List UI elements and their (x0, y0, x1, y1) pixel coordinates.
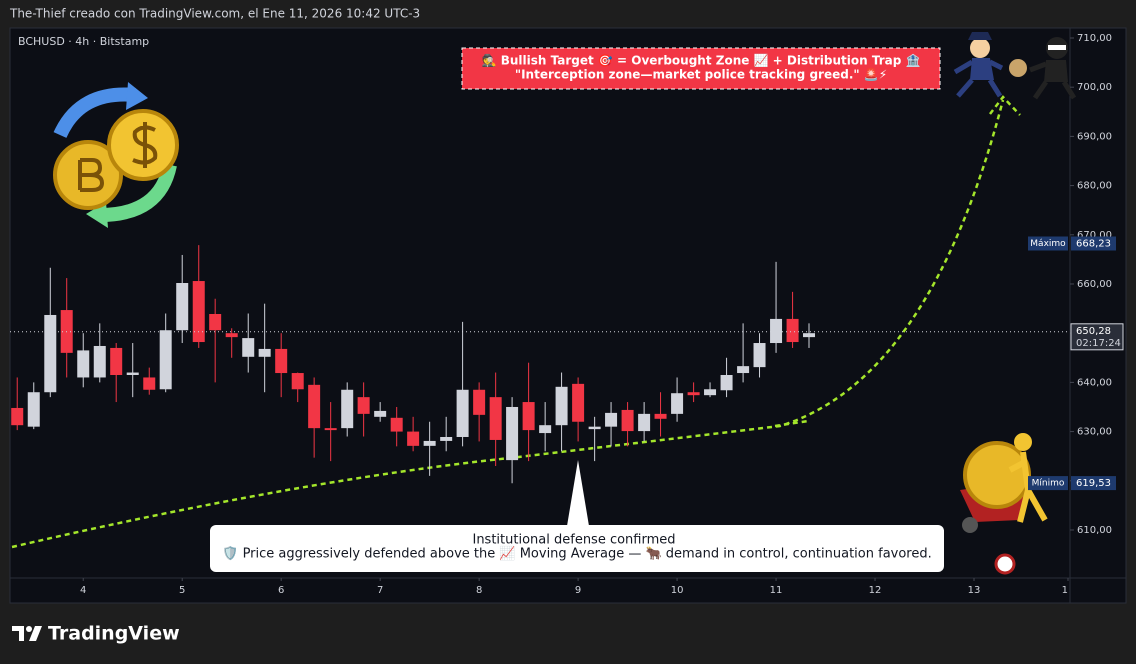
candle-body (374, 410, 387, 417)
marker-name: Máximo (1030, 239, 1066, 249)
police-thief-icon (953, 32, 1077, 100)
x-tick-label: 13 (968, 585, 981, 596)
candle-body (456, 389, 469, 437)
x-tick-label: 12 (869, 585, 882, 596)
candle-body (539, 425, 552, 434)
y-tick-label: 630,00 (1077, 427, 1112, 438)
callout-box (210, 525, 944, 572)
candle-body (11, 407, 24, 426)
candle-body (258, 348, 271, 357)
y-tick-label: 700,00 (1077, 82, 1112, 93)
y-tick-label: 640,00 (1077, 377, 1112, 388)
candle-body (390, 417, 403, 432)
candle-body (803, 333, 816, 338)
candle-body (27, 392, 40, 427)
candle-body (407, 431, 420, 446)
credit: The-Thief creado con TradingView.com, el… (9, 7, 420, 21)
candle-body (242, 338, 255, 357)
candle-body (324, 428, 337, 431)
candle-body (638, 413, 651, 432)
marker-tag (1028, 476, 1068, 491)
y-tick-label: 710,00 (1077, 33, 1112, 44)
y-tick-label: 680,00 (1077, 181, 1112, 192)
marker-badge (1071, 476, 1116, 491)
marker-value: 668,23 (1076, 238, 1111, 249)
symbol-title: BCHUSD · 4h · Bitstamp (18, 35, 149, 48)
candle-body (489, 397, 502, 440)
candle-body (605, 412, 618, 427)
candle-body (176, 283, 189, 331)
candle-body (357, 397, 370, 414)
last-price-label: 650,28 (1076, 326, 1111, 337)
candle-body (555, 386, 568, 426)
coins-icon (53, 82, 179, 228)
candle-body (671, 393, 684, 414)
candle-body (110, 347, 123, 376)
x-tick-label: 1 (1062, 585, 1068, 596)
candle-body (159, 330, 172, 390)
candle-body (275, 348, 288, 374)
candle-body (126, 372, 139, 376)
x-tick-label: 9 (575, 585, 581, 596)
y-tick-label: 660,00 (1077, 279, 1112, 290)
candle-body (93, 345, 106, 378)
candle-body (704, 389, 717, 396)
candle-body (786, 318, 799, 343)
x-tick-label: 4 (80, 585, 86, 596)
candle-body (473, 389, 486, 415)
marker-tag (1028, 236, 1068, 251)
x-tick-label: 8 (476, 585, 482, 596)
candle-body (143, 377, 156, 390)
countdown-label: 02:17:24 (1076, 338, 1121, 349)
candle-body (621, 409, 634, 432)
callout-text: 🛡️ Price aggressively defended above the… (222, 546, 932, 562)
candle-body (753, 343, 766, 368)
candle-body (440, 436, 453, 441)
last-price-badge (1070, 323, 1124, 351)
candle-body (687, 392, 700, 396)
annotation-text: 🕵️ Bullish Target 🎯 = Overbought Zone 📈 … (482, 54, 921, 68)
candle-body (341, 389, 354, 429)
callout-text: Institutional defense confirmed (472, 533, 675, 548)
candle-body (572, 383, 585, 422)
y-tick-label: 610,00 (1077, 525, 1112, 536)
y-tick-label: 690,00 (1077, 131, 1112, 142)
candle-body (737, 366, 750, 374)
candle-body (770, 318, 783, 344)
callout-pointer (567, 460, 589, 526)
annotation-box (461, 47, 941, 90)
candle-body (720, 375, 733, 391)
brand-logo (12, 626, 42, 641)
candle-body (588, 426, 601, 430)
candle-body (506, 406, 519, 461)
candle-body (423, 440, 436, 446)
candle-body (209, 313, 222, 331)
candle-body (308, 384, 321, 429)
x-tick-label: 10 (671, 585, 684, 596)
candle-body (192, 281, 205, 343)
coin-wheelbarrow-icon (960, 433, 1048, 575)
annotation-text: "Interception zone—market police trackin… (515, 68, 887, 82)
x-tick-label: 7 (377, 585, 383, 596)
marker-value: 619,53 (1076, 478, 1111, 489)
candle-body (77, 350, 90, 378)
x-tick-label: 5 (179, 585, 185, 596)
candle-body (225, 333, 238, 338)
candle-body (654, 413, 667, 419)
brand-name: TradingView (48, 623, 180, 645)
x-tick-label: 6 (278, 585, 284, 596)
candle-body (291, 373, 304, 390)
candle-body (522, 402, 535, 431)
marker-badge (1071, 236, 1116, 251)
x-tick-label: 11 (770, 585, 783, 596)
candle-body (44, 314, 57, 393)
marker-name: Mínimo (1032, 479, 1065, 489)
y-tick-label: 670,00 (1077, 230, 1112, 241)
